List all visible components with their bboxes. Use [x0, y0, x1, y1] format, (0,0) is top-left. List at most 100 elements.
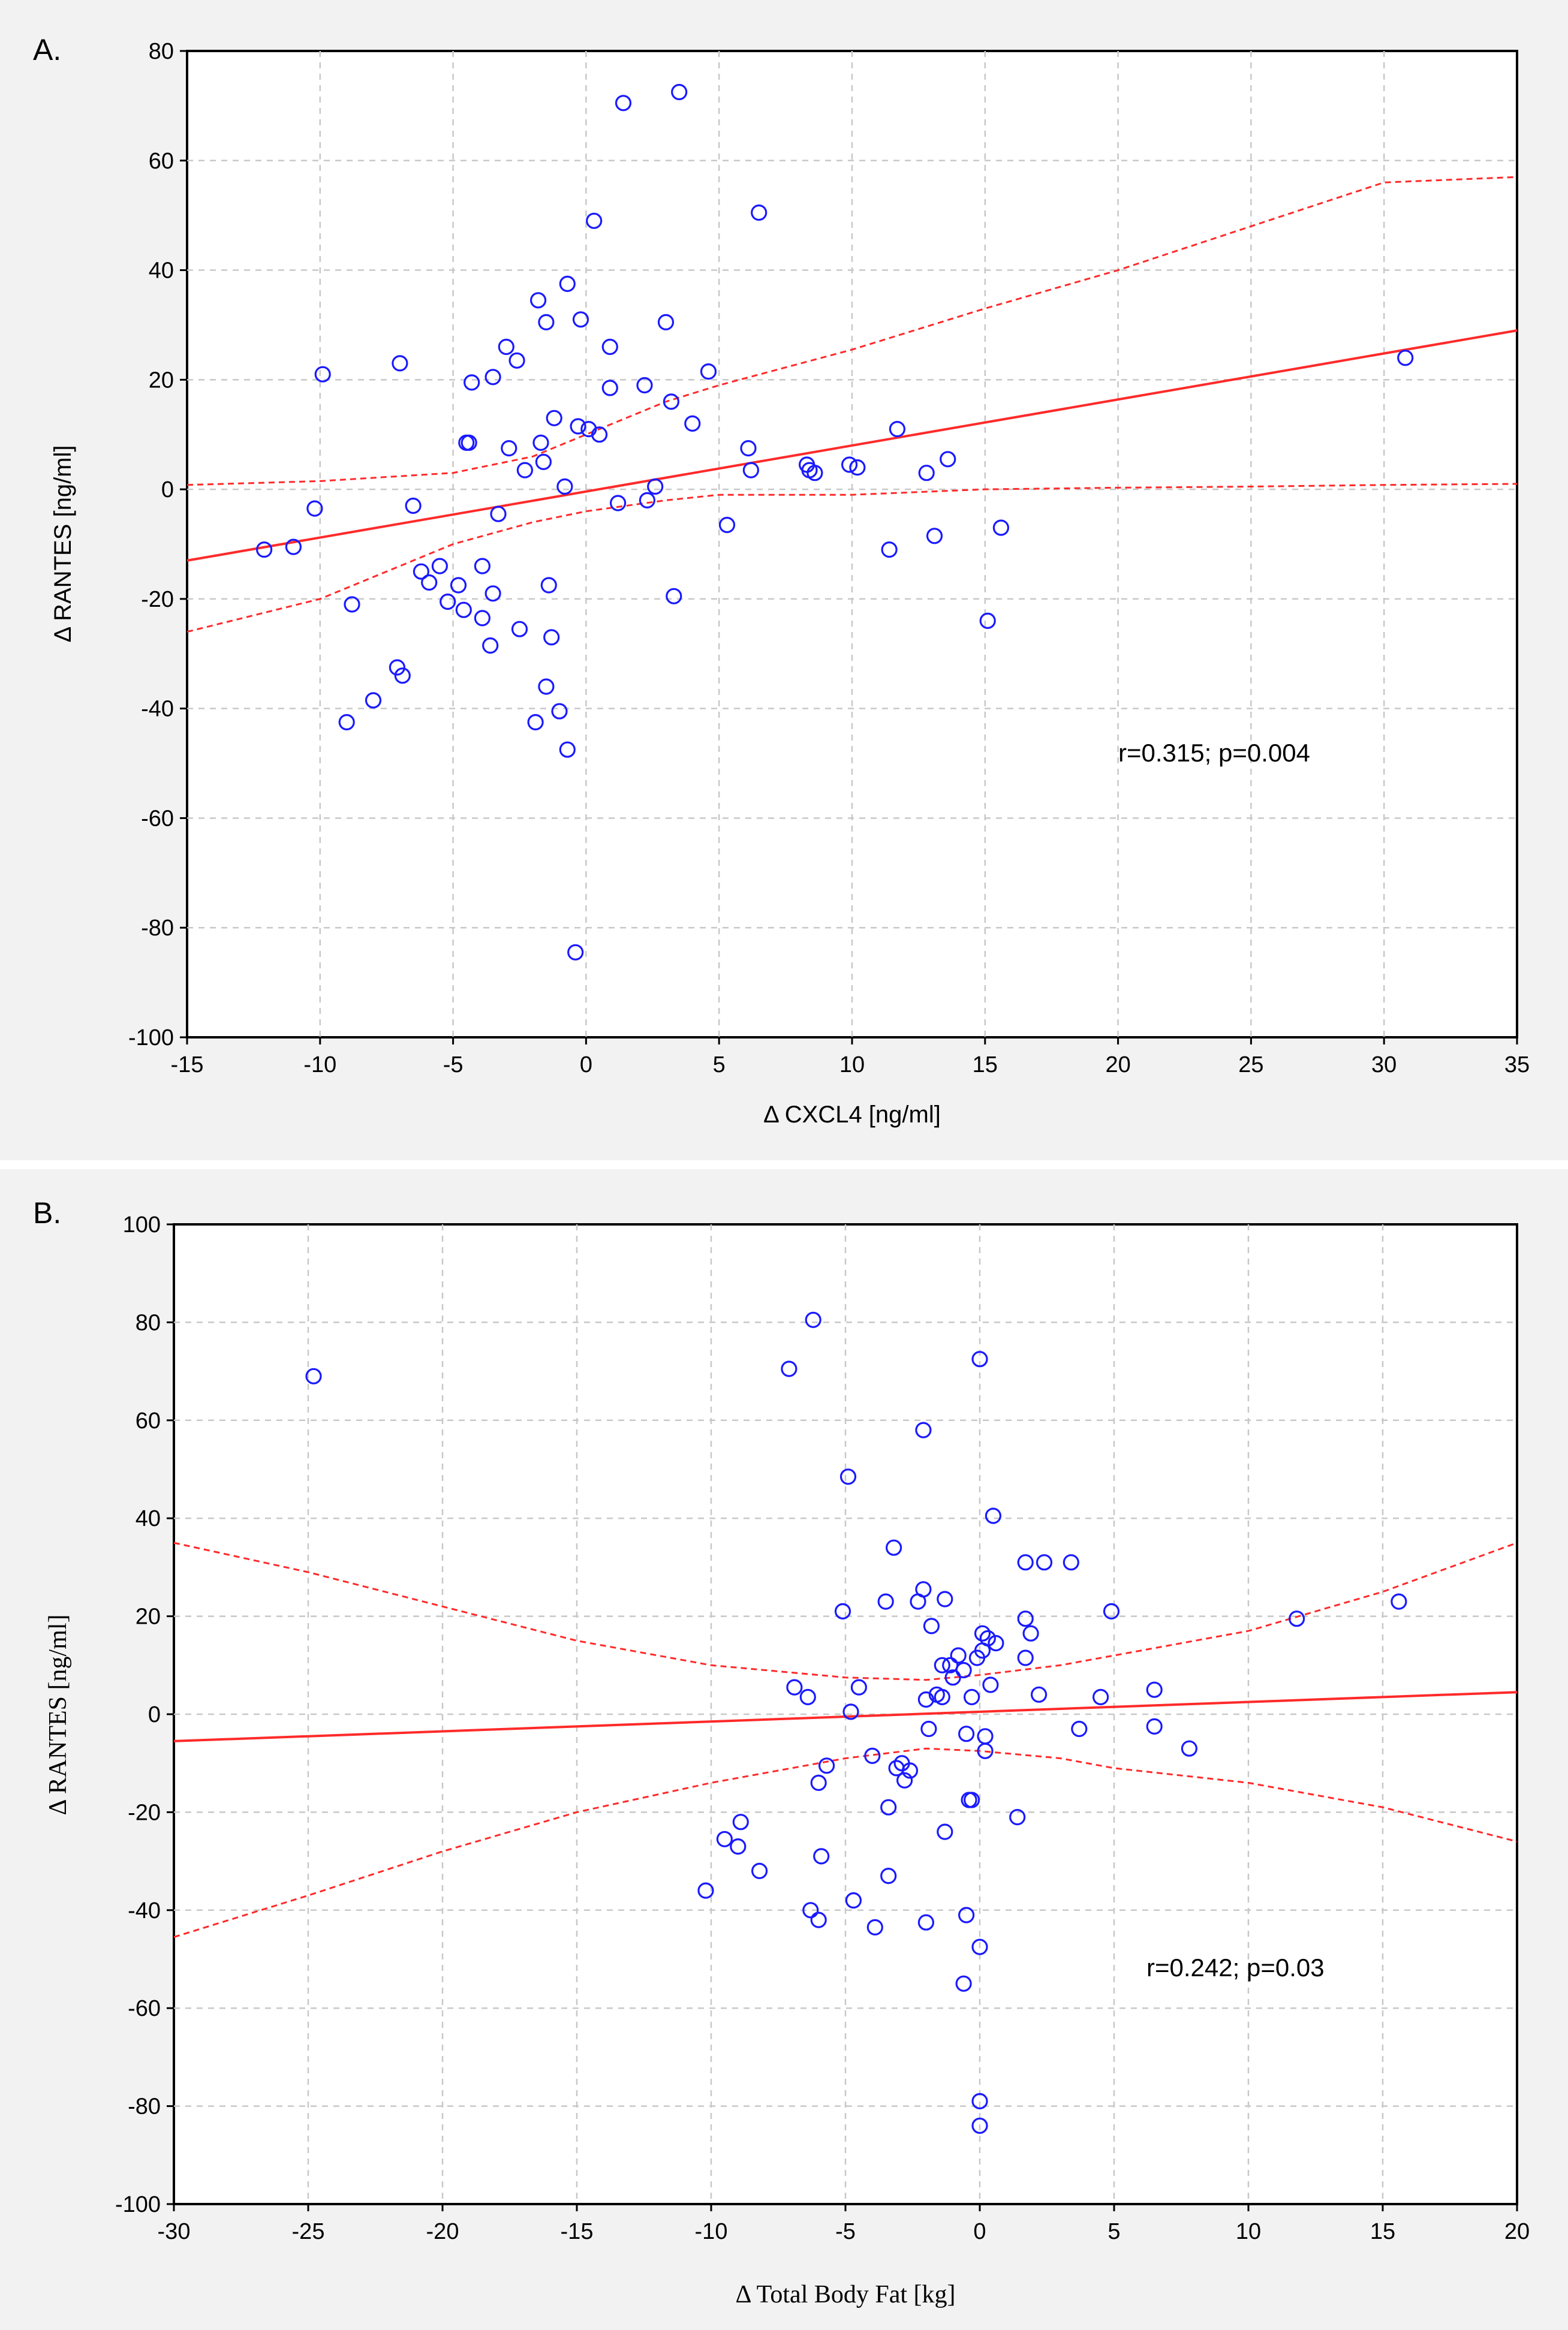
data-point	[1063, 1554, 1079, 1571]
data-point	[974, 1625, 991, 1642]
data-point	[639, 492, 656, 509]
ci-upper-line	[186, 176, 1518, 486]
data-point	[538, 314, 555, 331]
data-point	[950, 1647, 967, 1664]
data-point	[394, 667, 411, 684]
data-point	[889, 420, 906, 438]
data-point	[498, 338, 514, 356]
data-point	[601, 338, 618, 356]
data-point	[979, 1630, 997, 1646]
data-point	[730, 1838, 747, 1855]
data-point	[501, 439, 517, 457]
data-point	[1030, 1686, 1048, 1703]
data-point	[880, 1868, 897, 1885]
y-tick-label: -20	[141, 587, 174, 612]
data-point	[963, 1688, 980, 1705]
y-tick-label: -60	[141, 806, 174, 831]
data-point	[1036, 1554, 1053, 1571]
correlation-annotation-b: r=0.242; p=0.03	[1146, 1953, 1325, 1982]
x-tick-label: 0	[580, 1052, 592, 1077]
x-axis-label-a: Δ CXCL4 [ng/ml]	[763, 1101, 941, 1128]
confidence-band-b	[173, 1542, 1518, 1938]
data-point	[751, 204, 768, 221]
data-point	[818, 1757, 835, 1774]
data-point	[256, 541, 273, 558]
data-point	[365, 692, 382, 709]
chart-panel-b: B. -30 -25 -20 -15 -10 -5 0 5 10 15 20 -100 -80 -60 -4…	[33, 1196, 1530, 2308]
data-point	[885, 1539, 902, 1556]
y-tick-label: -40	[128, 1898, 161, 1923]
data-point	[718, 516, 736, 534]
data-point	[806, 465, 823, 481]
x-tick-label: 30	[1371, 1052, 1397, 1077]
data-point	[540, 577, 557, 594]
ci-lower-line	[173, 1747, 1518, 1938]
data-point	[923, 1618, 940, 1634]
y-tick-label: 60	[136, 1408, 161, 1434]
data-point	[866, 1919, 883, 1935]
data-point	[1017, 1554, 1034, 1571]
data-point	[751, 1862, 768, 1879]
correlation-annotation-a: r=0.315; p=0.004	[1118, 739, 1310, 767]
data-point	[484, 369, 501, 386]
data-point	[786, 1679, 803, 1696]
data-point	[529, 292, 547, 309]
data-point	[474, 610, 491, 627]
data-point	[834, 1603, 851, 1619]
data-point	[511, 621, 528, 637]
data-point	[958, 1726, 975, 1742]
y-tick-label: -100	[115, 2192, 161, 2217]
y-tick-label: 0	[161, 477, 174, 502]
data-point	[461, 434, 477, 451]
data-point	[1289, 1610, 1305, 1627]
data-point	[413, 563, 430, 580]
data-point	[591, 426, 608, 443]
y-tick-label: 60	[149, 149, 174, 174]
data-point	[740, 439, 757, 457]
y-tick-label: 0	[148, 1702, 161, 1727]
data-point	[845, 1892, 862, 1909]
chart-panel-a: A. -15 -10 -5 0 5 10 15 20 25 30 35 -100 -80 -60 -40 -2…	[33, 33, 1530, 1128]
confidence-band-a	[186, 176, 1518, 633]
x-tick-label: -5	[835, 2219, 856, 2244]
y-tick-label: 40	[149, 258, 174, 284]
data-point	[1092, 1688, 1109, 1705]
data-point	[920, 1720, 937, 1738]
data-point	[484, 585, 501, 602]
data-point	[915, 1581, 932, 1598]
data-point	[1017, 1649, 1034, 1666]
data-point	[934, 1688, 950, 1705]
data-point	[971, 1351, 988, 1368]
data-point	[918, 465, 935, 481]
x-tick-label: 10	[839, 1052, 865, 1077]
data-point	[508, 352, 525, 369]
x-tick-label: 0	[973, 2219, 986, 2244]
x-tick-label: -15	[561, 2219, 594, 2244]
data-point	[877, 1593, 894, 1610]
data-point	[697, 1882, 714, 1899]
data-point	[810, 1911, 827, 1928]
y-tick-label: -80	[141, 916, 174, 941]
data-point	[841, 456, 858, 473]
data-point	[977, 1742, 994, 1759]
data-point	[586, 212, 603, 229]
data-point	[917, 1691, 935, 1708]
x-tick-label: 15	[973, 1052, 998, 1077]
y-tick-label: 100	[123, 1212, 161, 1238]
x-tick-label: -30	[158, 2219, 191, 2244]
data-point	[636, 377, 653, 394]
y-axis-label-b: Δ RANTES [ng/ml]	[44, 1614, 72, 1815]
data-point	[482, 637, 499, 654]
y-tick-label: -100	[128, 1025, 174, 1050]
data-point	[474, 558, 491, 574]
y-axis-label-a: Δ RANTES [ng/ml]	[50, 445, 76, 642]
data-point	[572, 311, 589, 328]
x-tick-label: -10	[695, 2219, 728, 2244]
y-tick-label: 40	[136, 1506, 161, 1531]
data-point	[666, 588, 682, 604]
data-point	[802, 1902, 819, 1919]
y-tick-label: 80	[149, 39, 174, 64]
data-point	[955, 1661, 972, 1679]
x-tick-label: 20	[1105, 1052, 1130, 1077]
